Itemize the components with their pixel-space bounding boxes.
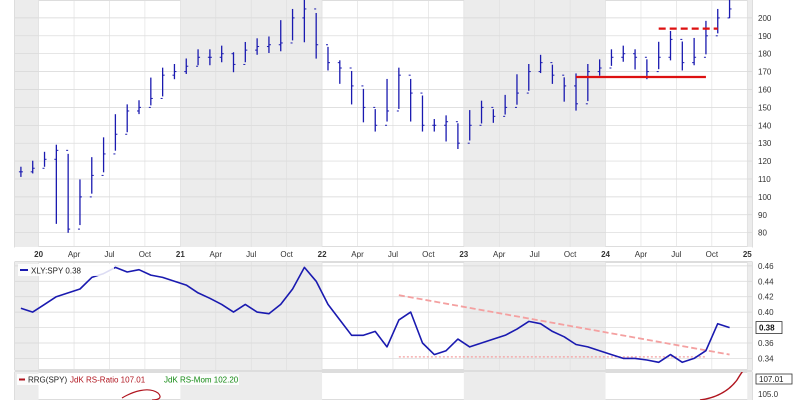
- price-ytick: 150: [758, 103, 772, 112]
- price-panel: 80 90 100 110 120 130 140 150 160 170 180 190 200: [14, 0, 772, 248]
- year-band: [463, 372, 606, 400]
- rrg-mom-legend: JdK RS-Mom 102.20: [164, 376, 239, 385]
- price-ytick: 190: [758, 32, 772, 41]
- date-tick-label: Jul: [388, 250, 398, 259]
- date-tick-label: Jul: [530, 250, 540, 259]
- rs-ytick: 0.44: [758, 277, 774, 286]
- date-tick-label: Oct: [280, 250, 293, 259]
- price-ytick: 80: [758, 229, 767, 238]
- date-tick-label: Apr: [635, 250, 648, 259]
- price-ytick: 200: [758, 14, 772, 23]
- date-tick-label: Jul: [246, 250, 256, 259]
- rs-ytick: 0.40: [758, 308, 774, 317]
- date-tick-label: 23: [459, 250, 468, 259]
- date-tick-label: 25: [743, 250, 752, 259]
- rrg-ratio-line-left: [121, 389, 161, 400]
- price-ytick: 180: [758, 50, 772, 59]
- date-tick-label: Apr: [493, 250, 506, 259]
- price-ytick: 140: [758, 121, 772, 130]
- rs-ytick: 0.42: [758, 293, 774, 302]
- rrg-ratio-line-right: [699, 372, 744, 400]
- date-tick-label: 20: [34, 250, 43, 259]
- rrg-last-value-box: [755, 373, 793, 385]
- date-tick-label: Jul: [671, 250, 681, 259]
- date-tick-label: Apr: [68, 250, 81, 259]
- year-band: [747, 0, 752, 247]
- date-tick-label: Oct: [564, 250, 577, 259]
- price-ytick: 170: [758, 68, 772, 77]
- rrg-ytick: 105.0: [758, 390, 779, 399]
- rs-title: XLY:SPY 0.38: [31, 267, 82, 276]
- date-tick-label: Apr: [351, 250, 364, 259]
- year-band: [15, 262, 39, 370]
- date-tick-label: 21: [176, 250, 185, 259]
- date-tick-label: Oct: [706, 250, 719, 259]
- price-ytick: 100: [758, 193, 772, 202]
- year-band: [15, 0, 39, 247]
- date-tick-label: 22: [318, 250, 327, 259]
- rs-ytick: 0.34: [758, 354, 774, 363]
- rrg-panel: RRG(SPY) JdK RS-Ratio 107.01 JdK RS-Mom …: [14, 371, 793, 400]
- date-tick-label: 24: [601, 250, 610, 259]
- rs-series-line: [20, 266, 730, 364]
- rs-last-value-box: [755, 321, 783, 334]
- price-ytick: 130: [758, 139, 772, 148]
- price-ytick: 110: [758, 175, 771, 184]
- price-ytick: 90: [758, 211, 767, 220]
- rs-ytick: 0.36: [758, 339, 774, 348]
- date-tick-label: Oct: [422, 250, 435, 259]
- year-band: [747, 262, 752, 370]
- date-tick-label: Apr: [210, 250, 223, 259]
- price-ytick: 120: [758, 157, 772, 166]
- date-tick-label: Oct: [139, 250, 152, 259]
- rrg-ratio-legend: JdK RS-Ratio 107.01: [70, 376, 146, 385]
- rrg-last-value: 107.01: [759, 375, 784, 384]
- rs-ytick: 0.46: [758, 262, 774, 271]
- price-ytick: 160: [758, 85, 772, 94]
- date-axis: 20 Apr Jul Oct 21 Apr Jul Oct 22 Apr Jul Oct 23 Apr Ju…: [15, 247, 752, 261]
- year-band: [747, 372, 752, 400]
- rs-last-value: 0.38: [759, 324, 775, 333]
- rs-panel: 0.34 0.36 0.38 0.40 0.42 0.44 0.46 XLY:SPY 0.3…: [14, 261, 783, 371]
- rrg-title: RRG(SPY): [28, 376, 67, 385]
- date-tick-label: Jul: [104, 250, 114, 259]
- rs-downtrend-line: [398, 294, 730, 356]
